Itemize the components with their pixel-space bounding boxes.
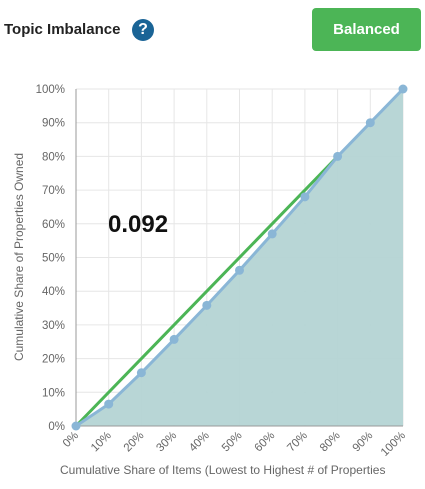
data-point (267, 229, 277, 239)
x-tick-label: 20% (122, 430, 147, 455)
y-tick-label: 70% (42, 185, 65, 197)
data-point (333, 151, 343, 161)
y-axis-title: Cumulative Share of Properties Owned (12, 153, 26, 361)
y-tick-label: 100% (36, 84, 65, 96)
y-tick-label: 90% (42, 118, 65, 130)
data-point (398, 84, 408, 94)
y-tick-label: 80% (42, 151, 65, 163)
y-tick-label: 30% (42, 320, 65, 332)
help-icon[interactable]: ? (132, 19, 154, 41)
data-point (104, 399, 114, 409)
y-tick-label: 20% (42, 354, 65, 366)
x-tick-label: 80% (318, 430, 343, 455)
y-tick-label: 60% (42, 219, 65, 231)
data-point (202, 300, 212, 310)
y-tick-label: 50% (42, 253, 65, 265)
data-point (300, 192, 310, 202)
x-tick-label: 30% (154, 430, 179, 455)
balanced-status-button[interactable]: Balanced (312, 8, 421, 51)
imbalance-score: 0.092 (108, 211, 168, 238)
data-point (235, 265, 244, 275)
x-tick-label: 70% (285, 430, 310, 455)
x-axis-title: Cumulative Share of Items (Lowest to Hig… (60, 463, 385, 477)
x-tick-label: 100% (379, 430, 408, 459)
x-tick-label: 50% (220, 430, 245, 455)
y-tick-label: 40% (42, 286, 65, 298)
y-tick-label: 0% (48, 421, 65, 433)
data-point (71, 421, 81, 431)
x-tick-label: 10% (89, 430, 114, 455)
data-point (136, 368, 146, 378)
page-title: Topic Imbalance (4, 21, 121, 38)
data-point (169, 334, 179, 344)
data-point (365, 118, 375, 128)
x-tick-label: 90% (351, 430, 376, 455)
x-tick-label: 40% (187, 430, 212, 455)
equality-line (74, 155, 339, 428)
x-tick-label: 60% (253, 430, 278, 455)
y-tick-label: 10% (42, 387, 65, 399)
curve-area (76, 89, 403, 426)
